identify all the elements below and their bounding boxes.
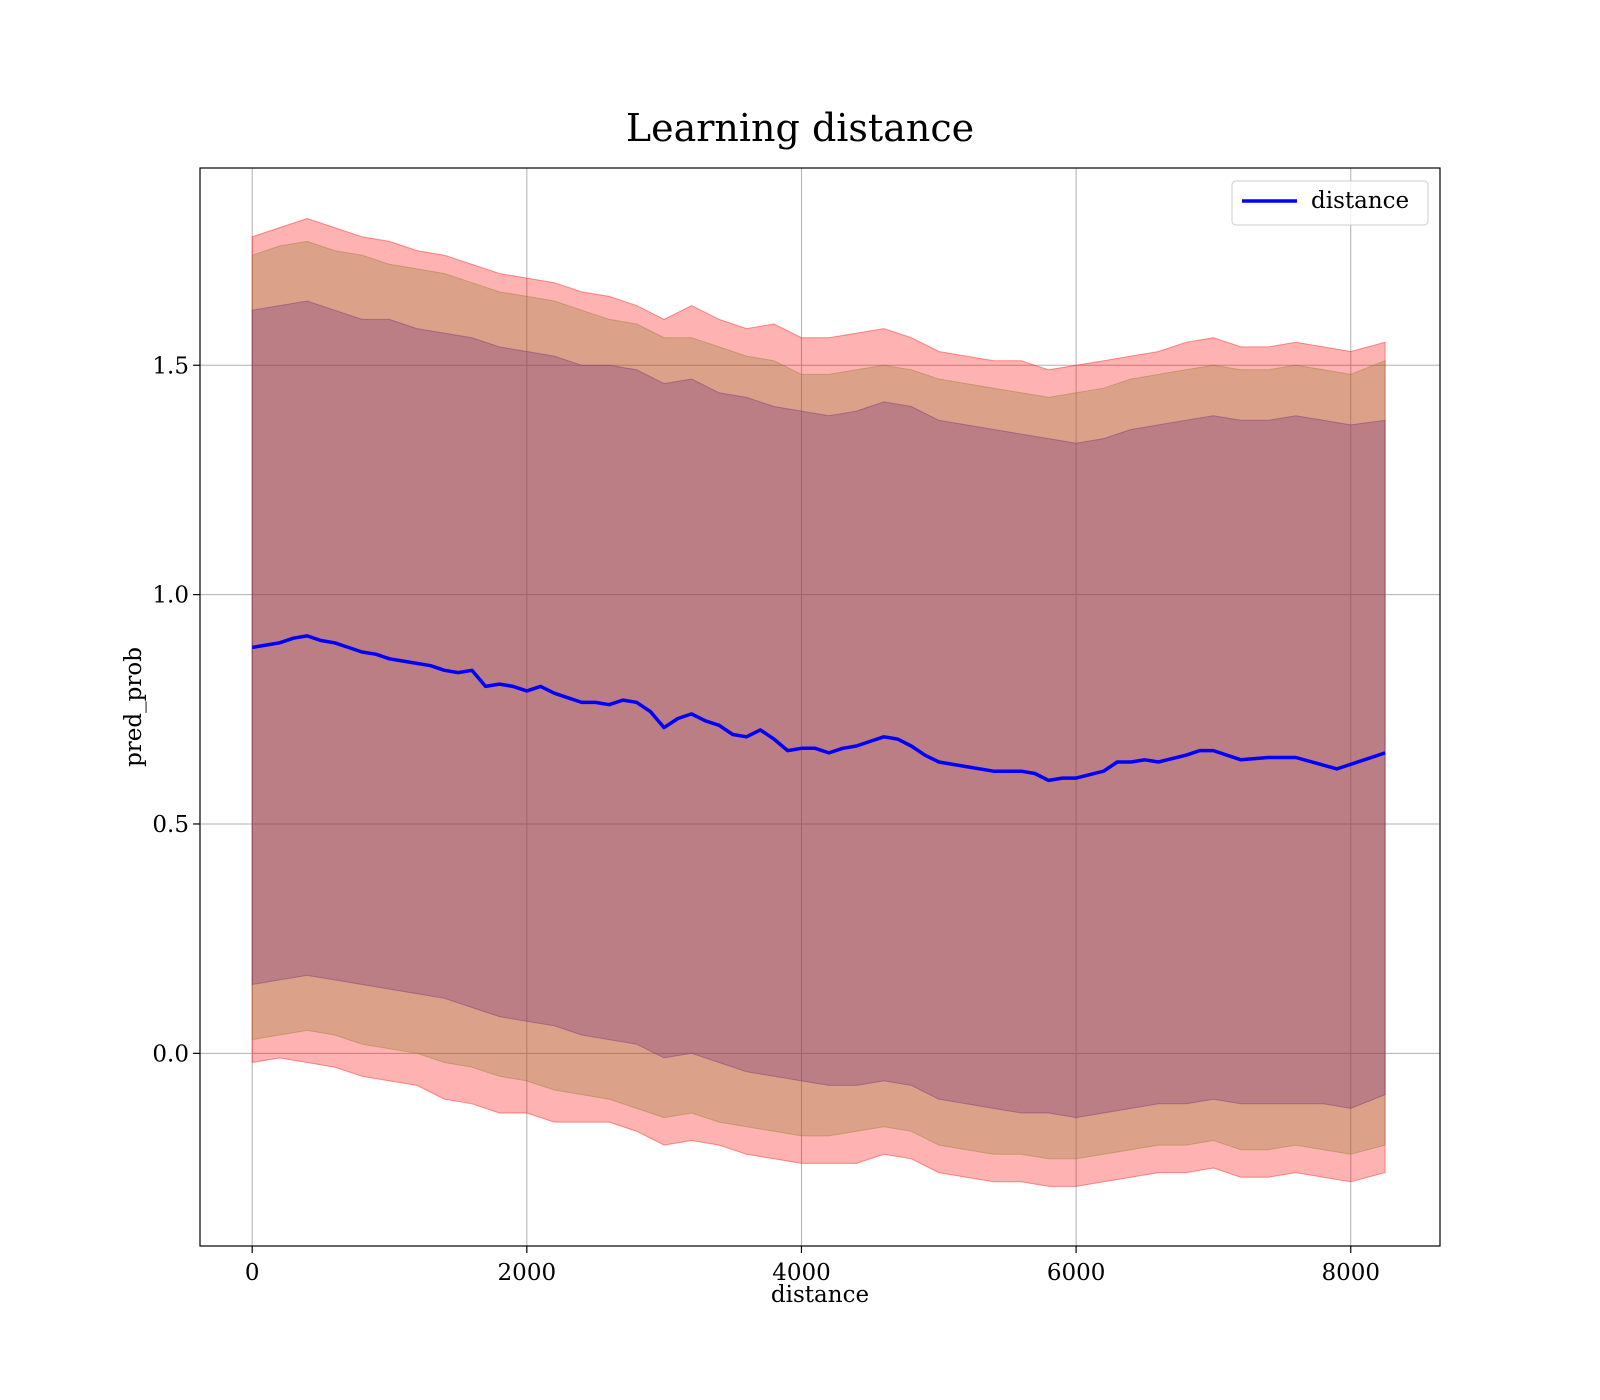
legend-label-distance: distance <box>1311 188 1409 214</box>
chart-title: Learning distance <box>626 106 974 150</box>
x-tick-label: 0 <box>245 1260 260 1286</box>
x-tick-label: 8000 <box>1321 1260 1380 1286</box>
band-inner <box>251 300 1386 1119</box>
axis-ticks: 0 2000 4000 6000 8000 0.0 0.5 1.0 1.5 <box>152 353 1380 1286</box>
x-axis-label: distance <box>771 1282 869 1308</box>
y-axis-label: pred_prob <box>121 647 147 767</box>
plot-frame <box>199 167 1441 1247</box>
y-tick-label: 1.5 <box>152 353 189 379</box>
series-lines <box>251 634 1386 783</box>
legend-box <box>1231 180 1429 226</box>
y-tick-label: 1.0 <box>152 583 189 609</box>
legend: distance <box>1231 180 1429 226</box>
x-tick-label: 4000 <box>772 1260 831 1286</box>
band-middle <box>251 240 1386 1160</box>
y-tick-label: 0.0 <box>152 1041 189 1067</box>
series-line-distance <box>251 634 1386 783</box>
confidence-bands <box>251 217 1386 1187</box>
x-tick-label: 6000 <box>1047 1260 1106 1286</box>
y-tick-label: 0.5 <box>152 812 189 838</box>
grid <box>200 168 1440 1246</box>
x-tick-label: 2000 <box>498 1260 557 1286</box>
band-outer <box>251 217 1386 1187</box>
